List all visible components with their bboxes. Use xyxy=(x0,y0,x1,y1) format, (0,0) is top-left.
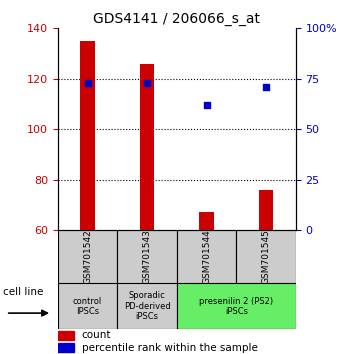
Text: GSM701542: GSM701542 xyxy=(83,229,92,284)
Bar xyxy=(58,331,74,339)
Bar xyxy=(140,64,154,230)
Bar xyxy=(58,283,117,329)
Point xyxy=(144,80,150,86)
Bar xyxy=(117,283,177,329)
Text: count: count xyxy=(82,330,111,341)
Text: Sporadic
PD-derived
iPSCs: Sporadic PD-derived iPSCs xyxy=(124,291,170,321)
Bar xyxy=(58,230,117,283)
Bar xyxy=(199,212,214,230)
Bar xyxy=(117,230,177,283)
Point xyxy=(263,84,269,90)
Point xyxy=(85,80,90,86)
Text: control
IPSCs: control IPSCs xyxy=(73,297,102,316)
Bar xyxy=(177,283,296,329)
Bar xyxy=(58,343,74,352)
Title: GDS4141 / 206066_s_at: GDS4141 / 206066_s_at xyxy=(93,12,260,26)
Text: cell line: cell line xyxy=(3,287,43,297)
Text: percentile rank within the sample: percentile rank within the sample xyxy=(82,343,257,353)
Text: GSM701545: GSM701545 xyxy=(261,229,271,284)
Bar xyxy=(177,230,236,283)
Text: GSM701543: GSM701543 xyxy=(142,229,152,284)
Point xyxy=(204,102,209,108)
Bar xyxy=(259,190,273,230)
Text: presenilin 2 (PS2)
iPSCs: presenilin 2 (PS2) iPSCs xyxy=(199,297,273,316)
Bar xyxy=(236,230,296,283)
Bar xyxy=(80,41,95,230)
Text: GSM701544: GSM701544 xyxy=(202,229,211,284)
